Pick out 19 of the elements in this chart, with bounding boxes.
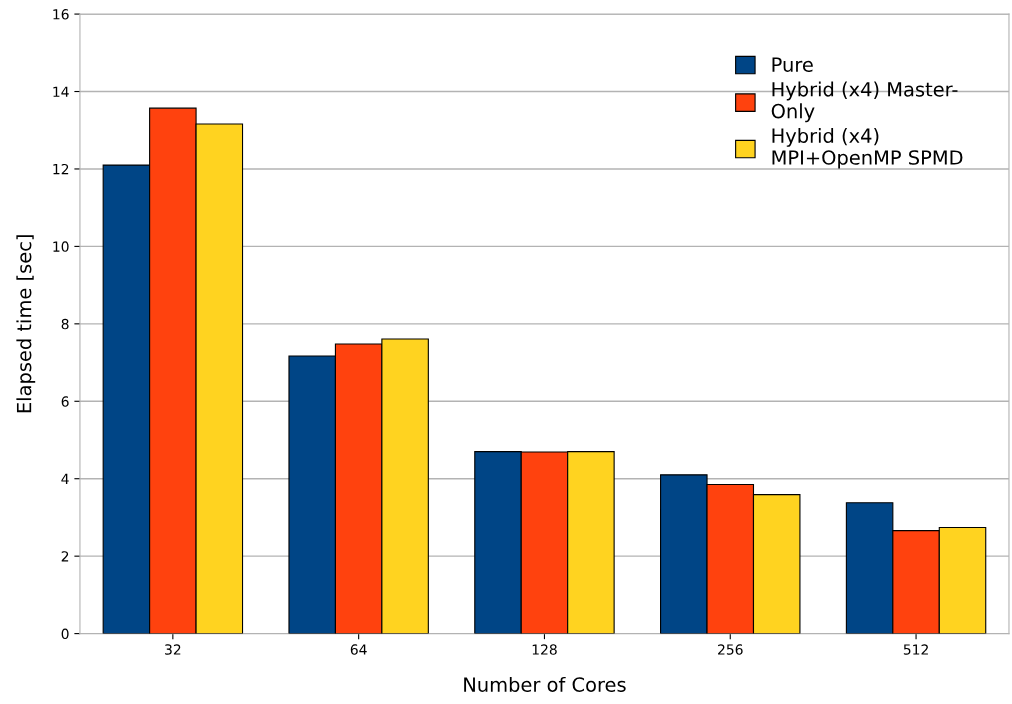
y-tick-label: 0 [61,628,69,640]
y-tick-label: 8 [61,318,69,330]
legend-label: Hybrid (x4) MPI+OpenMP SPMD [772,128,963,169]
x-tick-label: 256 [718,644,743,655]
legend-label: Hybrid (x4) Master- Only [771,81,958,123]
y-tick-label: 6 [61,396,69,407]
x-tick-label: 64 [350,644,367,655]
y-tick-label: 10 [53,241,69,252]
y-tick-label: 4 [61,473,69,484]
x-tick-label: 128 [532,644,557,655]
y-tick-label: 2 [61,551,69,562]
x-tick-label: 512 [903,644,928,655]
y-tick-label: 16 [53,9,69,20]
y-axis-title: Elapsed time [sec] [16,235,36,413]
y-tick-label: 12 [53,163,69,175]
y-tick-label: 14 [53,86,69,97]
legend-label: Pure [772,57,813,72]
x-tick-label: 32 [165,644,181,655]
x-axis-title: Number of Cores [464,676,626,692]
